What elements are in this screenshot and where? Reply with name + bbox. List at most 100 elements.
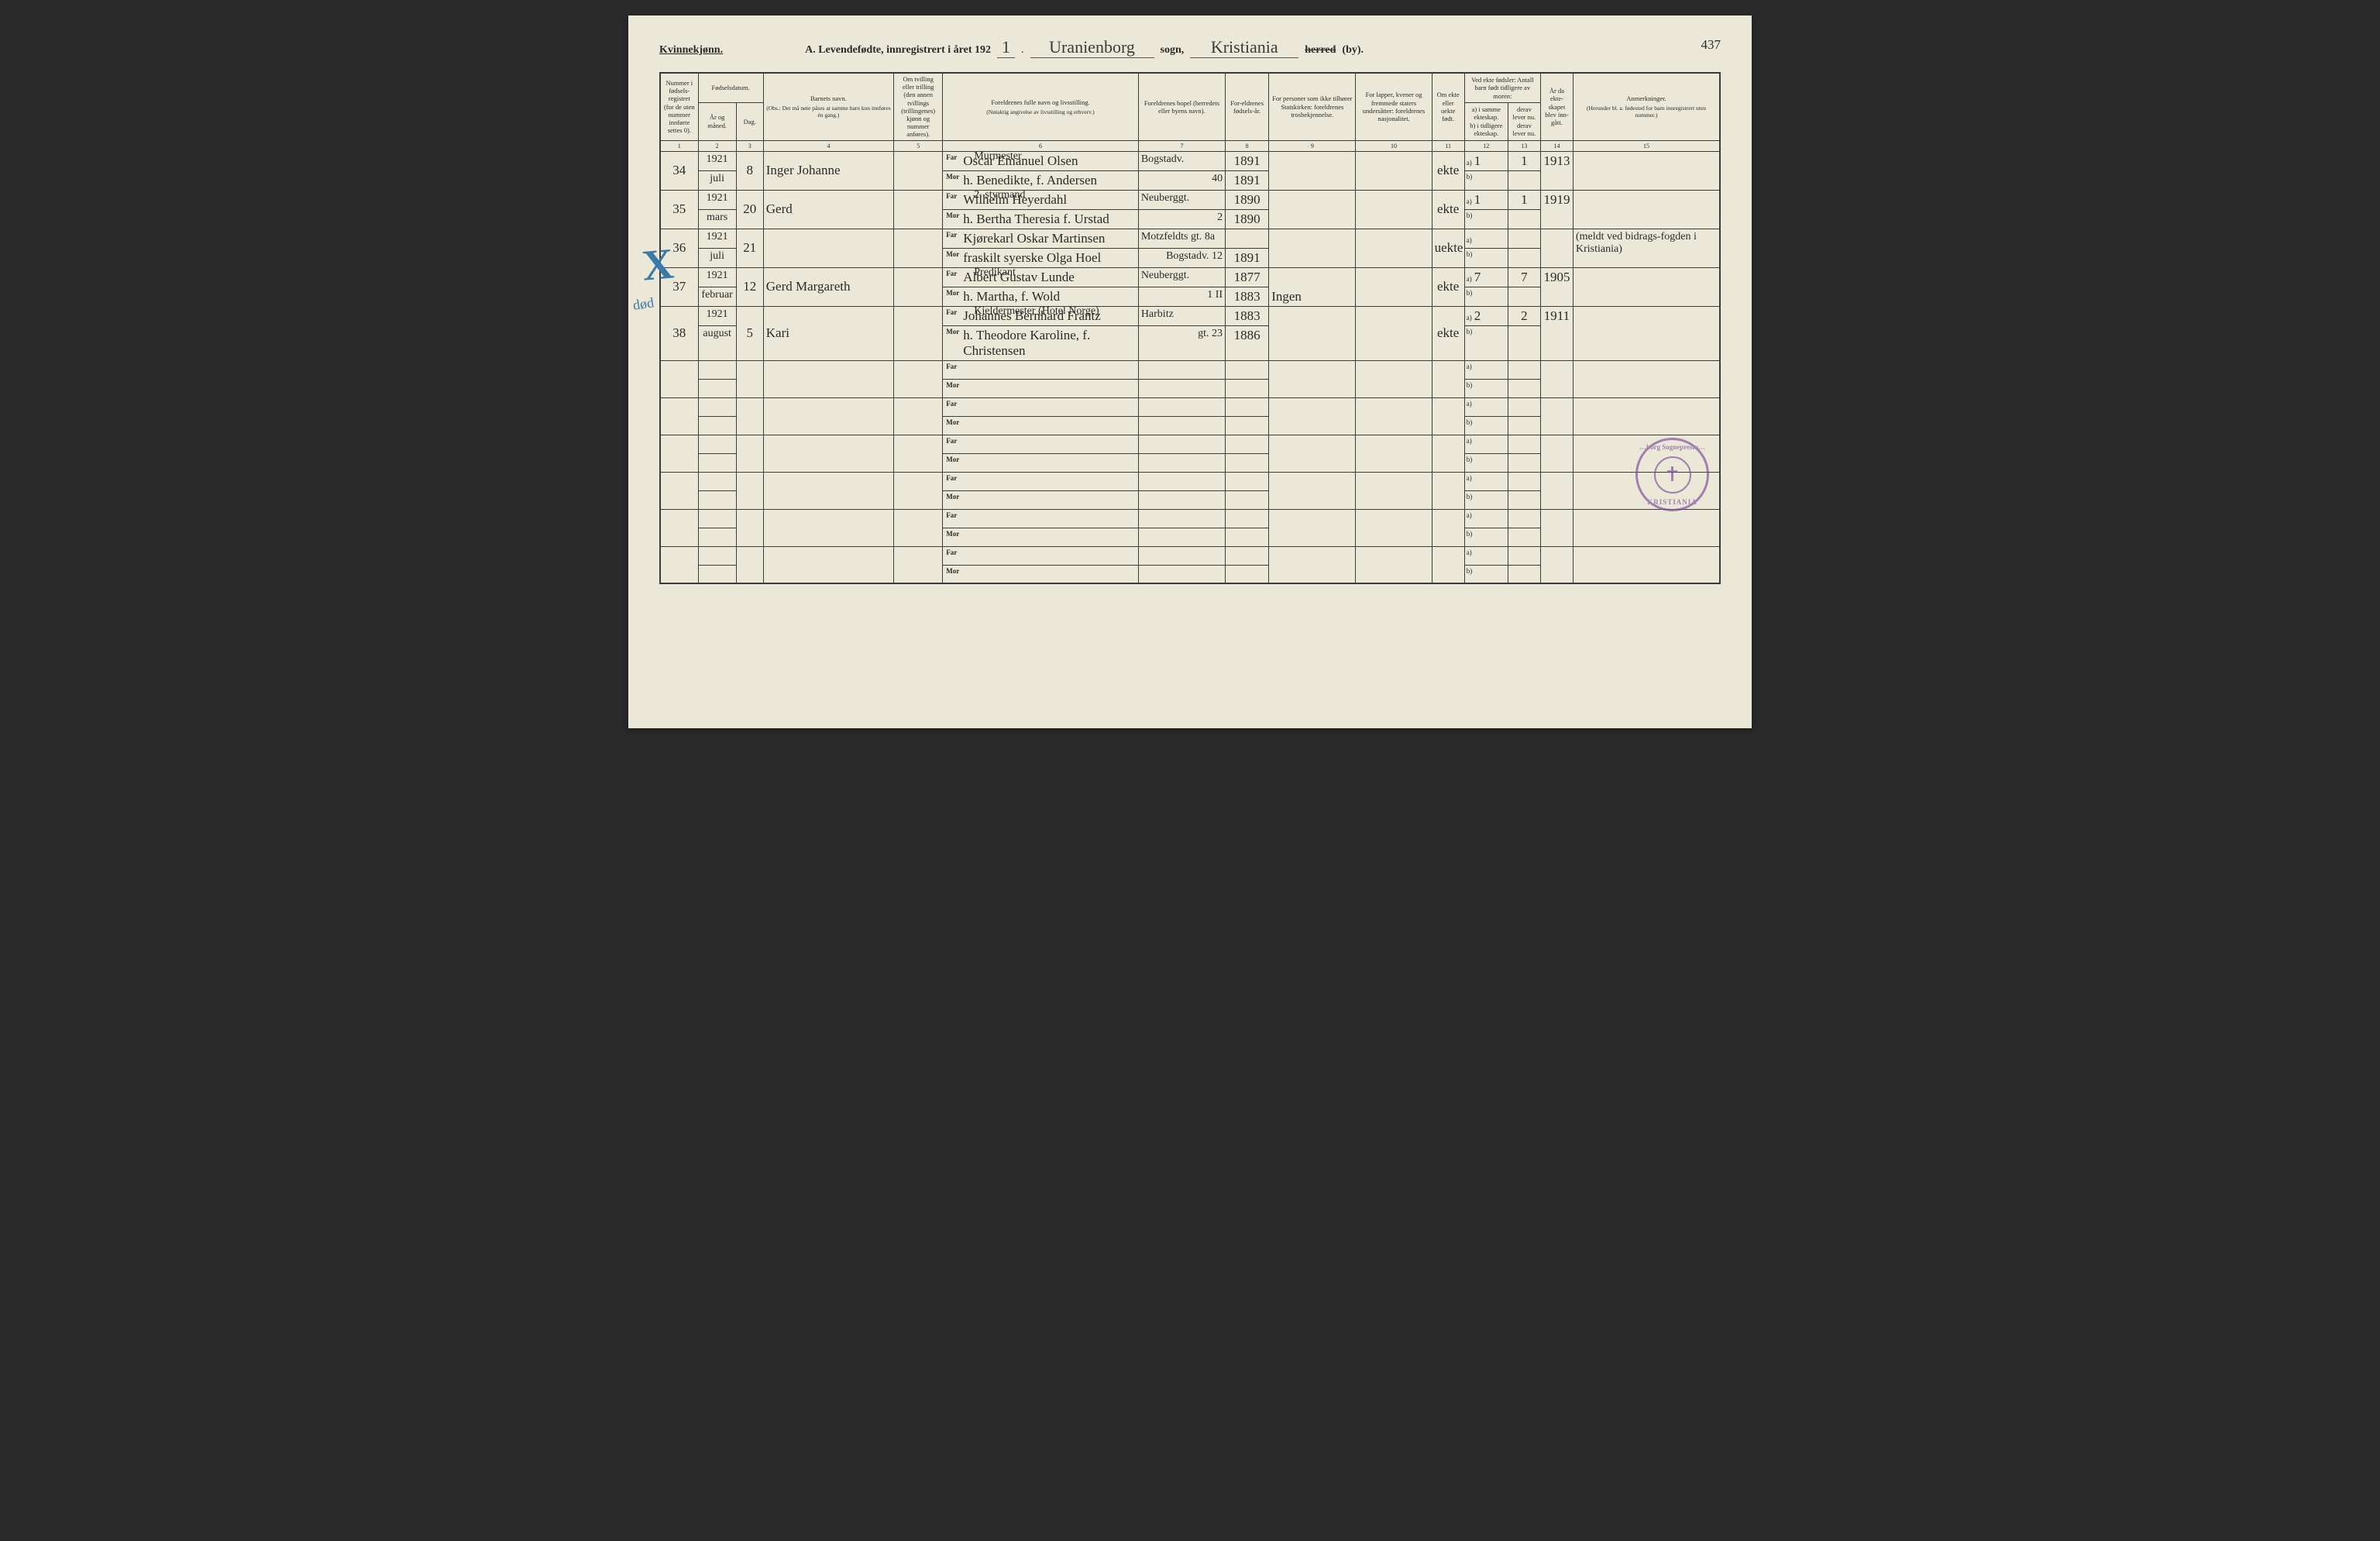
page-header: Kvinnekjønn. A. Levendefødte, innregistr…	[659, 37, 1721, 58]
mother-name: h. Theodore Karoline, f. Christensen	[963, 328, 1090, 358]
col-header-8: For-eldrenes fødsels-år.	[1226, 73, 1269, 140]
entry-year: 1921	[698, 229, 736, 248]
legitimacy-cell: uekte	[1432, 229, 1464, 267]
col-header-13a: derav lever nu. derav lever nu.	[1508, 102, 1540, 140]
father-cell: FarKjeldermester (Hotel Norge)Johannes B…	[943, 306, 1139, 325]
faith-cell	[1269, 229, 1356, 267]
child-name	[763, 229, 893, 267]
entry-number: 37	[660, 267, 698, 306]
children-living-b	[1508, 170, 1540, 190]
by-label: (by).	[1342, 44, 1364, 57]
children-living-a: 2	[1508, 306, 1540, 325]
children-a: a)1	[1464, 190, 1508, 209]
marriage-year	[1540, 229, 1573, 267]
entry-row-far: 3419218Inger JohanneFarMurmesterOscar Em…	[660, 151, 1720, 170]
father-cell: FarMurmesterOscar Emanuel Olsen	[943, 151, 1139, 170]
legitimacy-cell: ekte	[1432, 267, 1464, 306]
children-living-b	[1508, 209, 1540, 229]
children-living-b	[1508, 248, 1540, 267]
children-a: a)2	[1464, 306, 1508, 325]
herred-struck: herred	[1305, 44, 1336, 57]
nationality-cell	[1356, 267, 1432, 306]
entry-month: juli	[698, 170, 736, 190]
twin-cell	[894, 151, 943, 190]
father-residence: Bogstadv.	[1138, 151, 1225, 170]
stamp-bottom-text: KRISTIANIA	[1638, 498, 1707, 506]
marriage-year: 1913	[1540, 151, 1573, 190]
sogn-name: Uranienborg	[1030, 37, 1154, 58]
mother-cell: Morh. Benedikte, f. Andersen	[943, 170, 1139, 190]
father-cell: FarPredikantAlbert Gustav Lunde	[943, 267, 1139, 287]
nationality-cell	[1356, 306, 1432, 360]
father-residence: Neuberggt.	[1138, 190, 1225, 209]
child-name: Gerd Margareth	[763, 267, 893, 306]
entry-number: 35	[660, 190, 698, 229]
entry-row-far: 36192121FarKjørekarl Oskar MartinsenMotz…	[660, 229, 1720, 248]
child-name: Inger Johanne	[763, 151, 893, 190]
entry-day: 20	[736, 190, 763, 229]
children-living-a: 1	[1508, 190, 1540, 209]
far-label: Far	[946, 231, 957, 239]
father-birthyear: 1883	[1226, 306, 1269, 325]
faith-cell	[1269, 306, 1356, 360]
empty-row-far: Fara)	[660, 360, 1720, 379]
marriage-year: 1919	[1540, 190, 1573, 229]
col-header-7: Foreldrenes bopel (herredets eller byens…	[1138, 73, 1225, 140]
children-b: b)	[1464, 170, 1508, 190]
mother-name: h. Martha, f. Wold	[963, 289, 1060, 304]
col-header-2b: Dag.	[736, 102, 763, 140]
far-label: Far	[946, 153, 957, 161]
entry-year: 1921	[698, 306, 736, 325]
empty-row-far: Fara)	[660, 397, 1720, 416]
col-header-5: Om tvilling eller trilling (den annen tv…	[894, 73, 943, 140]
mother-birthyear: 1890	[1226, 209, 1269, 229]
mother-cell: Mor h. Theodore Karoline, f. Christensen	[943, 325, 1139, 360]
father-cell: Far2. styrmandWilhelm Heyerdahl	[943, 190, 1139, 209]
entry-year: 1921	[698, 151, 736, 170]
nationality-cell	[1356, 190, 1432, 229]
legitimacy-cell: ekte	[1432, 190, 1464, 229]
empty-row-far: Fara)	[660, 472, 1720, 490]
mor-label: Mor	[946, 328, 959, 335]
col-header-9: For personer som ikke tilhører Statskirk…	[1269, 73, 1356, 140]
faith-cell	[1269, 190, 1356, 229]
title-prefix: A. Levendefødte, innregistrert i året 19…	[805, 44, 991, 57]
remarks-cell	[1573, 306, 1721, 360]
children-b: b)	[1464, 287, 1508, 306]
father-birthyear: 1890	[1226, 190, 1269, 209]
father-cell: FarKjørekarl Oskar Martinsen	[943, 229, 1139, 248]
col-header-14: År da ekte-skapet blev inn-gått.	[1540, 73, 1573, 140]
entry-month: mars	[698, 209, 736, 229]
page-number: 437	[1701, 37, 1721, 53]
children-a: a)7	[1464, 267, 1508, 287]
entry-month: februar	[698, 287, 736, 306]
empty-row-far: Fara)	[660, 546, 1720, 565]
entry-number: 34	[660, 151, 698, 190]
col-header-10: For lapper, kvener og fremmede staters u…	[1356, 73, 1432, 140]
marriage-year: 1911	[1540, 306, 1573, 360]
col-header-12a: a) i samme ekteskap. b) i tidligere ekte…	[1464, 102, 1508, 140]
stamp-top-text: …borg Sognepresto…	[1638, 443, 1707, 451]
faith-cell: Ingen	[1269, 267, 1356, 306]
child-name: Kari	[763, 306, 893, 360]
children-living-b	[1508, 287, 1540, 306]
father-residence: Neuberggt.	[1138, 267, 1225, 287]
mother-cell: Morh. Bertha Theresia f. Urstad	[943, 209, 1139, 229]
table-header: Nummer i fødsels-registret (for de uten …	[660, 73, 1720, 151]
mother-birthyear: 1891	[1226, 170, 1269, 190]
mother-name: h. Bertha Theresia f. Urstad	[963, 212, 1109, 226]
col-header-4: Barnets navn. (Obs.: Det må nøie påses a…	[763, 73, 893, 140]
entry-month: juli	[698, 248, 736, 267]
entry-year: 1921	[698, 267, 736, 287]
mother-name: h. Benedikte, f. Andersen	[963, 173, 1097, 187]
twin-cell	[894, 267, 943, 306]
col-header-15a: Anmerkninger.	[1576, 95, 1717, 102]
far-label: Far	[946, 270, 957, 277]
far-label: Far	[946, 308, 957, 316]
dod-margin-note: død	[632, 294, 655, 314]
mother-birthyear: 1883	[1226, 287, 1269, 306]
col-header-4b: (Obs.: Det må nøie påses at samme barn k…	[766, 105, 891, 119]
table-body: 3419218Inger JohanneFarMurmesterOscar Em…	[660, 151, 1720, 583]
twin-cell	[894, 190, 943, 229]
entry-row-far: 35192120GerdFar2. styrmandWilhelm Heyerd…	[660, 190, 1720, 209]
